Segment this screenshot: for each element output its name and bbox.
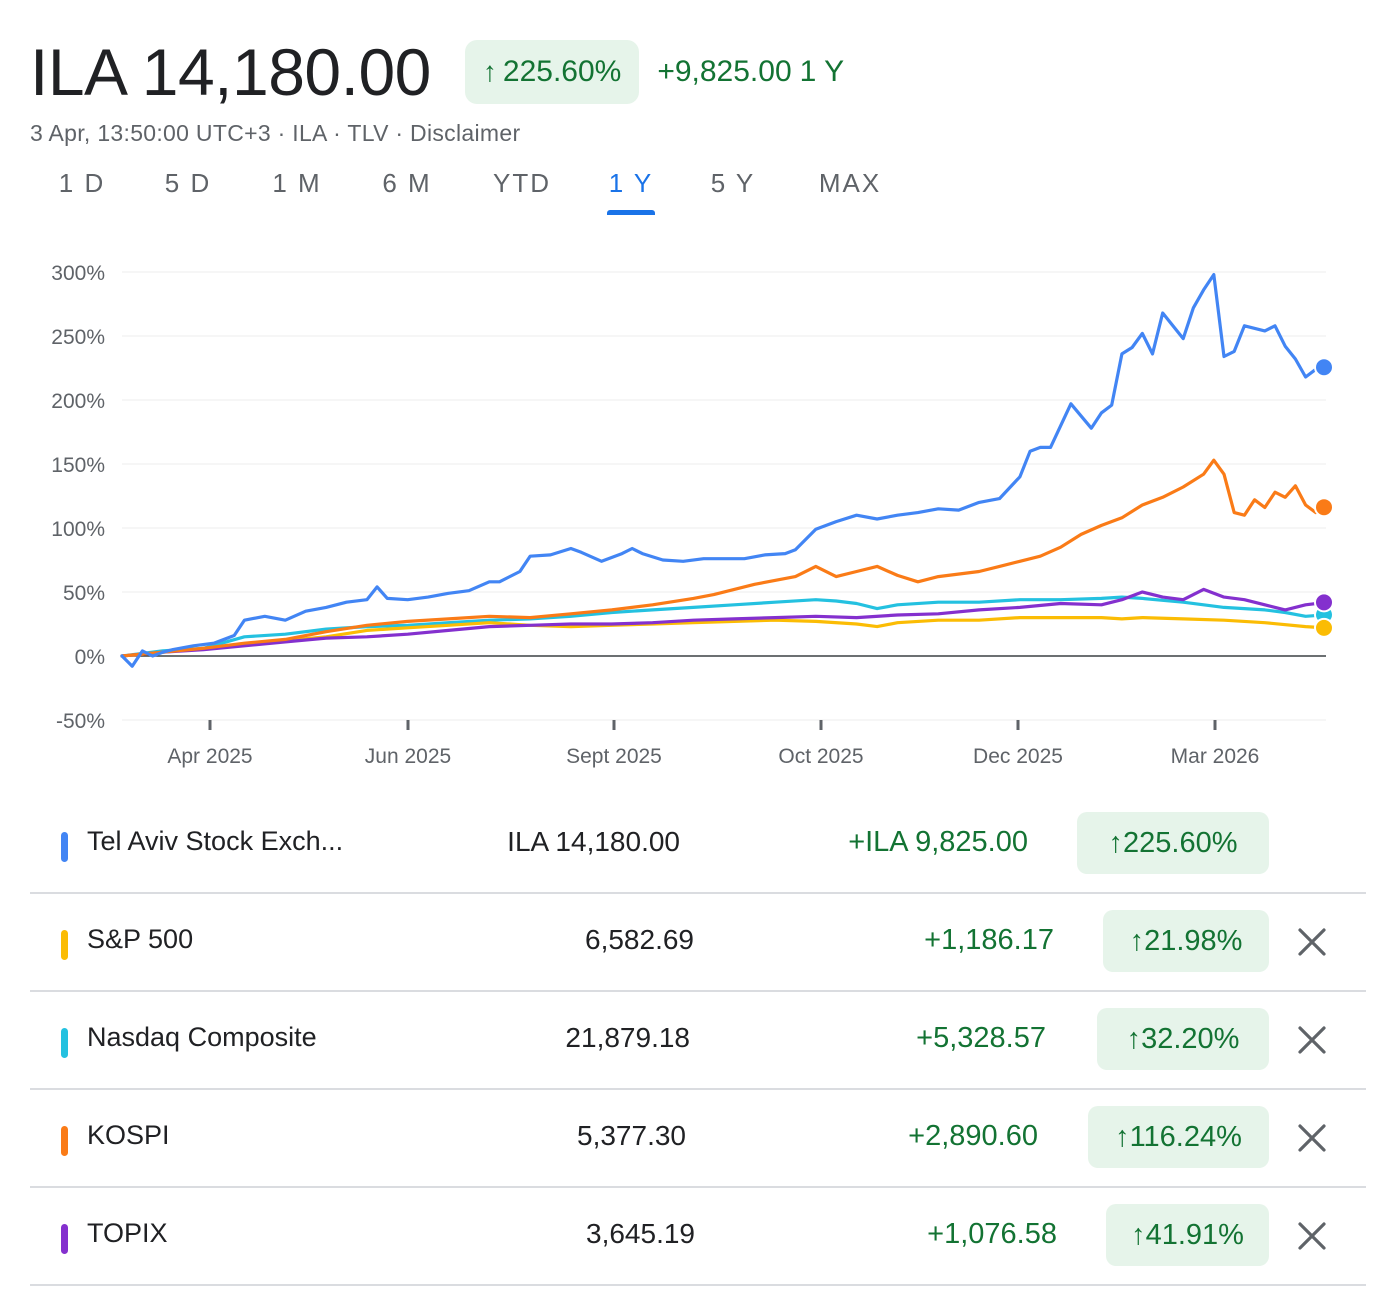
tab-5d[interactable]: 5 D <box>164 168 212 198</box>
series-color-swatch <box>61 832 68 862</box>
series-end-point <box>1314 592 1334 613</box>
series-color-swatch <box>61 1126 68 1156</box>
series-percent: 21.98% <box>1144 924 1243 957</box>
series-value: ILA 14,180.00 <box>507 826 680 857</box>
arrow-up-icon: ↑ <box>1108 826 1124 859</box>
series-name: KOSPI <box>87 1120 170 1150</box>
series-line <box>120 616 1328 658</box>
series-percent: 32.20% <box>1141 1022 1240 1055</box>
close-icon[interactable] <box>1292 1118 1332 1158</box>
quote-header: ILA 14,180.00 ↑ 225.60% +9,825.00 1 Y <box>30 30 844 114</box>
x-tick-label: Apr 2025 <box>167 745 252 768</box>
table-row[interactable]: Tel Aviv Stock Exch... ILA 14,180.00 +IL… <box>30 796 1366 894</box>
y-tick-label: 150% <box>51 454 105 477</box>
percent-change-badge: ↑ 225.60% <box>464 40 640 104</box>
x-tick-label: Mar 2026 <box>1171 745 1260 768</box>
x-tick-label: Dec 2025 <box>973 745 1063 768</box>
arrow-up-icon: ↑ <box>1126 1022 1142 1055</box>
y-tick-label: 200% <box>51 390 105 413</box>
table-row[interactable]: KOSPI 5,377.30 +2,890.60 ↑ 116.24% <box>30 1090 1366 1188</box>
arrow-up-icon: ↑ <box>1129 924 1145 957</box>
y-tick-label: 100% <box>51 518 105 541</box>
series-end-point <box>1314 617 1334 638</box>
series-line <box>120 273 1328 668</box>
table-row[interactable]: TOPIX 3,645.19 +1,076.58 ↑ 41.91% <box>30 1188 1366 1286</box>
close-icon[interactable] <box>1292 922 1332 962</box>
series-change: +2,890.60 <box>908 1120 1038 1152</box>
table-row[interactable]: S&P 500 6,582.69 +1,186.17 ↑ 21.98% <box>30 894 1366 992</box>
x-tick-label: Oct 2025 <box>778 745 863 768</box>
series-percent-badge: ↑ 21.98% <box>1103 910 1269 972</box>
current-price: ILA 14,180.00 <box>30 35 431 109</box>
tab-max[interactable]: MAX <box>818 168 882 198</box>
close-icon[interactable] <box>1292 1020 1332 1060</box>
series-change: +5,328.57 <box>916 1022 1046 1054</box>
series-line <box>120 595 1328 658</box>
active-tab-indicator <box>607 210 655 215</box>
tab-1m[interactable]: 1 M <box>272 168 322 198</box>
absolute-change-value: +9,825.00 <box>657 55 792 88</box>
tab-6m[interactable]: 6 M <box>382 168 432 198</box>
series-name: S&P 500 <box>87 924 194 954</box>
arrow-up-icon: ↑ <box>482 56 497 87</box>
tab-5y[interactable]: 5 Y <box>710 168 756 198</box>
comparison-table: Tel Aviv Stock Exch... ILA 14,180.00 +IL… <box>30 796 1366 1286</box>
y-tick-label: 300% <box>51 262 105 285</box>
x-tick-label: Sept 2025 <box>566 745 662 768</box>
y-tick-label: 250% <box>51 326 105 349</box>
series-percent-badge: ↑ 32.20% <box>1097 1008 1269 1070</box>
tab-1y[interactable]: 1 Y <box>608 168 654 198</box>
y-tick-label: -50% <box>56 710 105 733</box>
y-tick-label: 50% <box>63 582 105 605</box>
series-value: 5,377.30 <box>577 1120 686 1151</box>
series-value: 3,645.19 <box>586 1218 695 1249</box>
series-percent: 116.24% <box>1129 1120 1242 1153</box>
arrow-up-icon: ↑ <box>1131 1218 1146 1251</box>
series-name: Tel Aviv Stock Exch... <box>87 826 344 856</box>
y-tick-label: 0% <box>75 646 105 669</box>
absolute-change: +9,825.00 1 Y <box>657 55 844 89</box>
series-percent-badge: ↑ 116.24% <box>1088 1106 1269 1168</box>
series-change: +ILA 9,825.00 <box>848 826 1028 858</box>
series-end-point <box>1314 357 1334 378</box>
series-percent: 225.60% <box>1123 826 1238 859</box>
change-period: 1 Y <box>799 55 845 88</box>
series-line <box>120 587 1328 658</box>
series-change: +1,186.17 <box>924 924 1054 956</box>
series-color-swatch <box>61 1224 68 1254</box>
series-color-swatch <box>61 930 68 960</box>
tab-1d[interactable]: 1 D <box>58 168 106 198</box>
series-value: 21,879.18 <box>565 1022 690 1053</box>
arrow-up-icon: ↑ <box>1115 1120 1130 1153</box>
series-percent-badge: ↑ 41.91% <box>1106 1204 1269 1266</box>
close-icon[interactable] <box>1292 1216 1332 1256</box>
series-end-point <box>1314 497 1334 518</box>
series-name: TOPIX <box>87 1218 168 1248</box>
tab-ytd[interactable]: YTD <box>493 168 551 198</box>
comparison-chart[interactable]: 300% 250% 200% 150% 100% 50% 0% -50% Apr 2025 Jun… <box>0 230 1394 790</box>
quote-subline: 3 Apr, 13:50:00 UTC+3 · ILA · TLV · Disc… <box>30 120 521 146</box>
percent-change-value: 225.60% <box>502 55 622 88</box>
series-color-swatch <box>61 1028 68 1058</box>
series-value: 6,582.69 <box>585 924 694 955</box>
table-row[interactable]: Nasdaq Composite 21,879.18 +5,328.57 ↑ 32… <box>30 992 1366 1090</box>
series-percent-badge: ↑ 225.60% <box>1077 812 1269 874</box>
series-percent: 41.91% <box>1145 1218 1244 1251</box>
x-tick-label: Jun 2025 <box>365 745 451 768</box>
series-line <box>120 458 1328 658</box>
series-name: Nasdaq Composite <box>87 1022 317 1052</box>
series-change: +1,076.58 <box>927 1218 1057 1250</box>
range-tabs: 1 D 5 D 1 M 6 M YTD 1 Y 5 Y MAX <box>0 168 1000 218</box>
